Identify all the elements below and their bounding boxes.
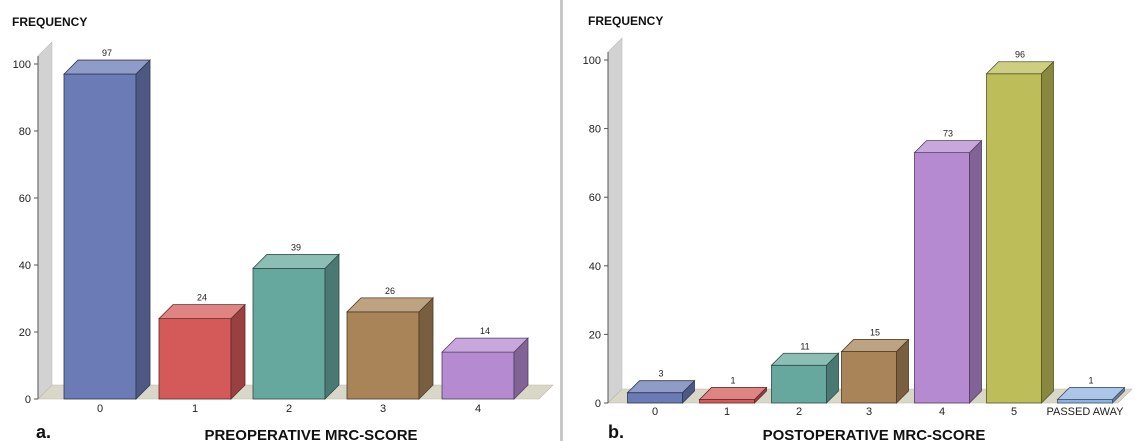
bar-side — [135, 59, 151, 400]
bar-top — [63, 59, 151, 75]
bar-side — [969, 139, 982, 404]
x-tick-label: 0 — [652, 406, 658, 418]
x-tick-label: PASSED AWAY — [1046, 406, 1124, 418]
bar-data-label: 1 — [1088, 376, 1093, 386]
bar-data-label: 24 — [197, 293, 207, 303]
bar-data-label: 96 — [1015, 50, 1025, 60]
y-tick-label: 40 — [19, 260, 31, 272]
bar-top — [770, 352, 840, 366]
chart-back-wall — [37, 41, 53, 400]
bar-side — [418, 296, 434, 400]
y-axis-label: FREQUENCY — [12, 15, 87, 29]
bar-data-label: 39 — [291, 242, 301, 252]
y-tick-label: 100 — [13, 59, 31, 71]
panel-divider — [560, 0, 563, 441]
bar-data-label: 1 — [730, 376, 735, 386]
bar — [1057, 399, 1113, 404]
y-tick-label: 100 — [583, 55, 601, 67]
chart-back-wall — [607, 37, 623, 404]
bar-top — [1056, 387, 1126, 400]
bar — [441, 351, 515, 400]
bar — [158, 318, 232, 400]
y-tick-label: 0 — [595, 398, 601, 410]
bar-top — [913, 140, 983, 154]
bar-top — [252, 253, 340, 269]
x-axis-label: PREOPERATIVE MRC-SCORE — [204, 427, 417, 441]
y-tick-label: 80 — [589, 124, 601, 136]
bar-data-label: 26 — [385, 286, 395, 296]
bar-top — [626, 380, 696, 394]
bar-top — [840, 339, 910, 352]
bar — [771, 364, 827, 404]
panel-label: a. — [36, 422, 51, 441]
bar-side — [230, 303, 246, 400]
bar — [627, 392, 683, 404]
x-tick-label: 2 — [796, 406, 802, 418]
x-tick-label: 1 — [724, 406, 730, 418]
bar-top — [698, 387, 768, 400]
y-axis-label: FREQUENCY — [588, 14, 663, 28]
y-tick-label: 60 — [589, 192, 601, 204]
bar — [346, 311, 420, 400]
bar-data-label: 14 — [480, 326, 490, 336]
x-tick-label: 5 — [1011, 406, 1017, 418]
bar — [986, 73, 1042, 404]
x-tick-label: 3 — [380, 403, 386, 415]
bar — [699, 399, 755, 404]
bar-top — [441, 337, 529, 353]
x-tick-label: 4 — [939, 406, 945, 418]
bar — [63, 73, 137, 400]
panel-label: b. — [608, 422, 624, 441]
x-tick-label: 1 — [192, 403, 198, 415]
x-tick-label: 3 — [866, 406, 872, 418]
bar — [841, 351, 897, 404]
bar-data-label: 3 — [658, 369, 663, 379]
bar-top — [346, 297, 434, 313]
y-tick-label: 60 — [19, 193, 31, 205]
y-tick-label: 20 — [589, 329, 601, 341]
x-tick-label: 2 — [286, 403, 292, 415]
bar — [914, 152, 970, 404]
y-tick-label: 40 — [589, 261, 601, 273]
y-tick-label: 20 — [19, 327, 31, 339]
bar-top — [158, 304, 246, 320]
bar-data-label: 97 — [102, 48, 112, 58]
bar-side — [1041, 60, 1054, 404]
bar-data-label: 15 — [870, 328, 880, 338]
bar-data-label: 11 — [800, 341, 809, 351]
bar-top — [985, 61, 1055, 75]
x-axis-label: POSTOPERATIVE MRC-SCORE — [763, 427, 986, 441]
bar-data-label: 73 — [943, 129, 953, 139]
bar-side — [324, 253, 340, 400]
x-tick-label: 4 — [475, 403, 481, 415]
x-tick-label: 0 — [97, 403, 103, 415]
y-tick-label: 0 — [25, 394, 31, 406]
y-tick-label: 80 — [19, 126, 31, 138]
bar — [252, 267, 326, 400]
